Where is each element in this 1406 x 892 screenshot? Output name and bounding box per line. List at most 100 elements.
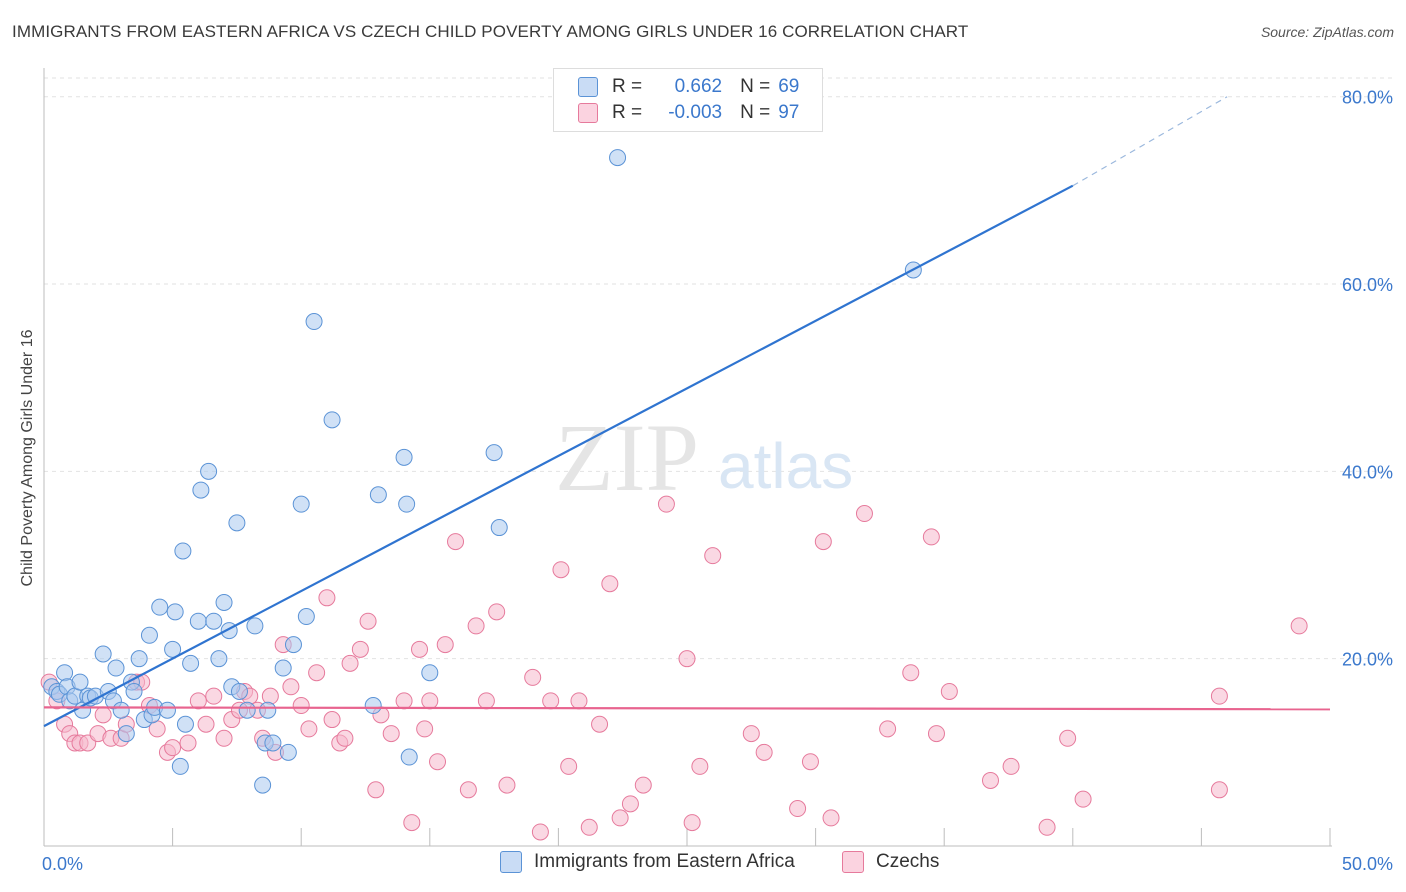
legend-label: Czechs	[876, 851, 940, 872]
data-point-czechs	[591, 715, 609, 733]
x-tick-label: 50.0%	[1342, 854, 1393, 874]
data-point-eastern-africa	[140, 626, 158, 644]
data-point-czechs	[367, 781, 385, 799]
data-point-czechs	[421, 692, 439, 710]
data-point-czechs	[1290, 617, 1308, 635]
data-point-eastern-africa	[264, 734, 282, 752]
data-point-czechs	[524, 668, 542, 686]
data-point-czechs	[341, 654, 359, 672]
data-point-eastern-africa	[192, 481, 210, 499]
stats-box: R = 0.662 N = 69 R = -0.003 N = 97	[553, 68, 823, 132]
data-point-eastern-africa	[125, 682, 143, 700]
data-point-czechs	[657, 495, 675, 513]
data-point-czechs	[879, 720, 897, 738]
data-points	[40, 149, 1308, 841]
data-point-czechs	[691, 757, 709, 775]
data-point-eastern-africa	[107, 659, 125, 677]
data-point-czechs	[1059, 729, 1077, 747]
data-point-czechs	[1074, 790, 1092, 808]
data-point-czechs	[498, 776, 516, 794]
data-point-eastern-africa	[176, 715, 194, 733]
data-point-eastern-africa	[151, 598, 169, 616]
data-point-eastern-africa	[254, 776, 272, 794]
data-point-czechs	[601, 575, 619, 593]
watermark: ZIP atlas	[555, 404, 853, 511]
watermark-atlas: atlas	[718, 430, 853, 502]
data-point-eastern-africa	[189, 612, 207, 630]
data-point-eastern-africa	[284, 636, 302, 654]
data-point-eastern-africa	[490, 519, 508, 537]
data-point-czechs	[467, 617, 485, 635]
y-tick-label: 60.0%	[1342, 275, 1393, 295]
y-tick-label: 20.0%	[1342, 650, 1393, 670]
data-point-czechs	[683, 814, 701, 832]
data-point-czechs	[1210, 781, 1228, 799]
data-point-czechs	[704, 547, 722, 565]
r-label: R =	[612, 76, 643, 97]
trend-line-eastern-africa	[43, 184, 1074, 728]
data-point-czechs	[742, 725, 760, 743]
data-point-czechs	[789, 800, 807, 818]
data-point-czechs	[261, 687, 279, 705]
data-point-czechs	[755, 743, 773, 761]
stats-row-eastern-africa: R = 0.662 N = 69	[578, 74, 799, 100]
data-point-czechs	[308, 664, 326, 682]
data-point-czechs	[197, 715, 215, 733]
data-point-eastern-africa	[323, 411, 341, 429]
data-point-eastern-africa	[215, 593, 233, 611]
data-point-czechs	[855, 505, 873, 523]
x-tick-label: 0.0%	[42, 854, 83, 874]
data-point-czechs	[488, 603, 506, 621]
data-point-eastern-africa	[210, 650, 228, 668]
data-point-eastern-africa	[230, 682, 248, 700]
data-point-eastern-africa	[200, 462, 218, 480]
data-point-eastern-africa	[279, 743, 297, 761]
data-point-czechs	[351, 640, 369, 658]
data-point-eastern-africa	[228, 514, 246, 532]
data-point-eastern-africa	[297, 608, 315, 626]
data-point-eastern-africa	[182, 654, 200, 672]
data-point-czechs	[429, 753, 447, 771]
n-label: N =	[740, 102, 771, 123]
source-label: Source: ZipAtlas.com	[1260, 24, 1394, 40]
data-point-eastern-africa	[158, 701, 176, 719]
data-point-czechs	[531, 823, 549, 841]
data-point-czechs	[94, 706, 112, 724]
data-point-czechs	[416, 720, 434, 738]
n-value: 97	[778, 102, 800, 123]
data-point-czechs	[814, 533, 832, 551]
data-point-czechs	[382, 725, 400, 743]
data-point-czechs	[447, 533, 465, 551]
data-point-czechs	[336, 729, 354, 747]
data-point-eastern-africa	[56, 664, 74, 682]
data-point-czechs	[940, 682, 958, 700]
legend-item-eastern-africa: Immigrants from Eastern Africa	[500, 851, 795, 873]
data-point-eastern-africa	[485, 444, 503, 462]
n-value: 69	[778, 76, 800, 97]
data-point-czechs	[621, 795, 639, 813]
data-point-czechs	[634, 776, 652, 794]
n-label: N =	[740, 76, 771, 97]
data-point-czechs	[611, 809, 629, 827]
data-point-czechs	[801, 753, 819, 771]
data-point-eastern-africa	[166, 603, 184, 621]
data-point-czechs	[927, 725, 945, 743]
data-point-eastern-africa	[117, 725, 135, 743]
chart-title: IMMIGRANTS FROM EASTERN AFRICA VS CZECH …	[12, 22, 969, 41]
data-point-eastern-africa	[274, 659, 292, 677]
trend-extension-eastern-africa	[1072, 96, 1228, 187]
data-point-czechs	[459, 781, 477, 799]
legend-swatch-eastern-africa	[500, 851, 522, 873]
data-point-czechs	[552, 561, 570, 579]
data-point-eastern-africa	[246, 617, 264, 635]
data-point-czechs	[300, 720, 318, 738]
data-point-eastern-africa	[71, 673, 89, 691]
data-point-eastern-africa	[259, 701, 277, 719]
data-point-eastern-africa	[395, 448, 413, 466]
data-point-eastern-africa	[174, 542, 192, 560]
data-point-czechs	[1038, 818, 1056, 836]
data-point-eastern-africa	[130, 650, 148, 668]
watermark-zip: ZIP	[555, 404, 699, 511]
data-point-czechs	[189, 692, 207, 710]
